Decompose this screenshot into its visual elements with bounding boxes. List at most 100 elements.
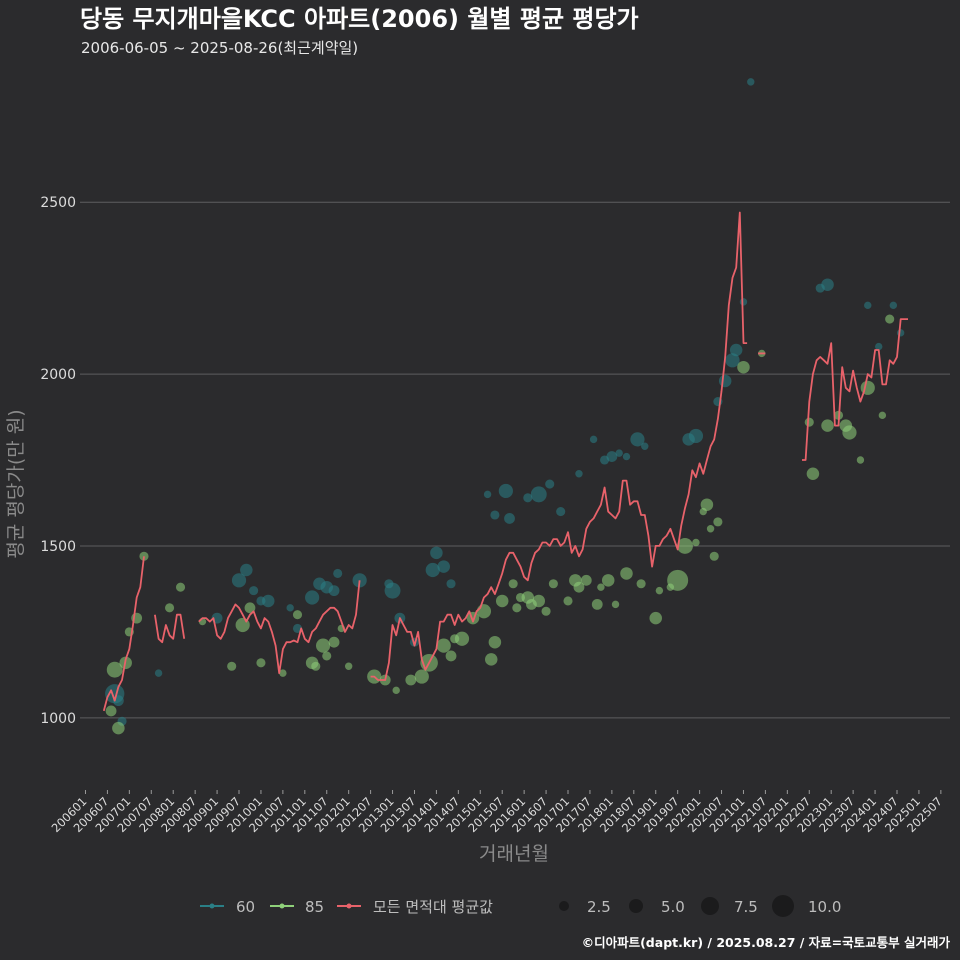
point-60 bbox=[498, 483, 513, 499]
point-60 bbox=[231, 573, 247, 588]
point-60 bbox=[490, 510, 500, 520]
point-85 bbox=[414, 669, 429, 684]
point-85 bbox=[667, 569, 689, 591]
point-85 bbox=[165, 603, 175, 613]
point-85 bbox=[737, 360, 750, 374]
point-60 bbox=[606, 451, 618, 462]
point-60 bbox=[249, 586, 259, 596]
legend-item-85: 85 bbox=[270, 898, 324, 916]
legend-size-2-5: 2.5 bbox=[559, 898, 611, 916]
y-axis-label: 평균 평당가(만 원) bbox=[5, 409, 27, 558]
point-85 bbox=[541, 606, 551, 616]
point-60 bbox=[718, 374, 732, 388]
point-85 bbox=[175, 582, 186, 592]
point-60 bbox=[889, 301, 898, 310]
point-60 bbox=[875, 342, 883, 351]
legend-item-average: 모든 면적대 평균값 bbox=[337, 898, 493, 916]
point-85 bbox=[620, 567, 633, 580]
point-60 bbox=[556, 507, 566, 517]
point-60 bbox=[729, 343, 743, 357]
point-60 bbox=[575, 470, 583, 478]
point-60 bbox=[430, 546, 443, 560]
legend-size-label-10-0: 10.0 bbox=[808, 898, 841, 916]
point-60 bbox=[384, 582, 401, 599]
legend-label-85: 85 bbox=[305, 898, 324, 916]
point-85 bbox=[611, 600, 620, 609]
point-85 bbox=[454, 631, 470, 646]
legend: 60 85 모든 면적대 평균값 2.5 5.0 7.5 10.0 bbox=[200, 895, 841, 917]
point-85 bbox=[885, 314, 895, 324]
point-85 bbox=[713, 517, 723, 527]
chart-subtitle: 2006-06-05 ~ 2025-08-26(최근계약일) bbox=[81, 39, 358, 57]
point-85 bbox=[806, 467, 820, 480]
point-85 bbox=[405, 674, 417, 686]
line-segment-average bbox=[102, 556, 145, 712]
point-85 bbox=[279, 669, 287, 677]
y-tick-label: 1000 bbox=[40, 711, 76, 727]
point-85 bbox=[842, 425, 857, 440]
y-axis-ticks: 1000 1500 2000 2500 bbox=[40, 195, 76, 727]
point-60 bbox=[530, 486, 547, 503]
point-85 bbox=[532, 594, 546, 608]
point-85 bbox=[315, 638, 331, 653]
point-60 bbox=[747, 78, 755, 86]
point-60 bbox=[328, 585, 340, 597]
point-85 bbox=[709, 551, 719, 561]
legend-size-5-0: 5.0 bbox=[629, 898, 685, 916]
point-60 bbox=[622, 452, 631, 461]
point-85 bbox=[476, 604, 492, 619]
point-85 bbox=[227, 661, 237, 671]
x-axis-ticks: 2006012006072007012007072008012008072009… bbox=[49, 790, 945, 835]
point-85 bbox=[292, 610, 303, 620]
point-85 bbox=[821, 419, 834, 432]
point-85 bbox=[677, 537, 693, 554]
point-85 bbox=[580, 574, 592, 586]
point-60 bbox=[446, 579, 456, 589]
point-85 bbox=[706, 525, 715, 533]
point-60 bbox=[240, 563, 253, 577]
point-60 bbox=[641, 442, 649, 450]
point-85 bbox=[692, 538, 700, 547]
point-85 bbox=[344, 662, 353, 670]
point-85 bbox=[636, 579, 646, 589]
point-85 bbox=[488, 635, 502, 649]
point-60 bbox=[545, 479, 555, 489]
point-60 bbox=[504, 513, 515, 524]
line-segment-average bbox=[802, 318, 908, 461]
point-85 bbox=[392, 686, 400, 695]
point-60 bbox=[725, 353, 740, 368]
point-60 bbox=[305, 590, 320, 605]
point-85 bbox=[563, 596, 573, 606]
point-60 bbox=[483, 490, 492, 499]
point-85 bbox=[112, 721, 125, 735]
legend-label-average: 모든 면적대 평균값 bbox=[373, 898, 493, 916]
legend-item-60: 60 bbox=[200, 898, 255, 916]
point-85 bbox=[655, 586, 664, 595]
point-60 bbox=[589, 435, 598, 444]
point-85 bbox=[445, 650, 457, 662]
point-85 bbox=[700, 498, 714, 511]
point-60 bbox=[523, 493, 533, 503]
point-85 bbox=[856, 456, 865, 464]
line-segment-average bbox=[154, 613, 186, 644]
legend-label-60: 60 bbox=[236, 898, 255, 916]
point-85 bbox=[106, 661, 123, 678]
point-85 bbox=[139, 551, 149, 561]
point-60 bbox=[425, 562, 440, 578]
point-60 bbox=[688, 428, 704, 444]
point-85 bbox=[878, 411, 887, 420]
point-60 bbox=[333, 568, 343, 578]
legend-size-label-5-0: 5.0 bbox=[661, 898, 685, 916]
legend-size-label-2-5: 2.5 bbox=[587, 898, 611, 916]
point-85 bbox=[322, 651, 332, 661]
point-85 bbox=[649, 611, 662, 625]
average-line bbox=[102, 211, 908, 712]
x-axis-label: 거래년월 bbox=[479, 843, 549, 865]
point-60 bbox=[154, 669, 163, 677]
legend-size-10-0: 10.0 bbox=[772, 895, 841, 917]
legend-size-label-7-5: 7.5 bbox=[734, 898, 758, 916]
point-60 bbox=[896, 329, 905, 337]
point-60 bbox=[630, 432, 645, 447]
point-85 bbox=[573, 581, 585, 593]
